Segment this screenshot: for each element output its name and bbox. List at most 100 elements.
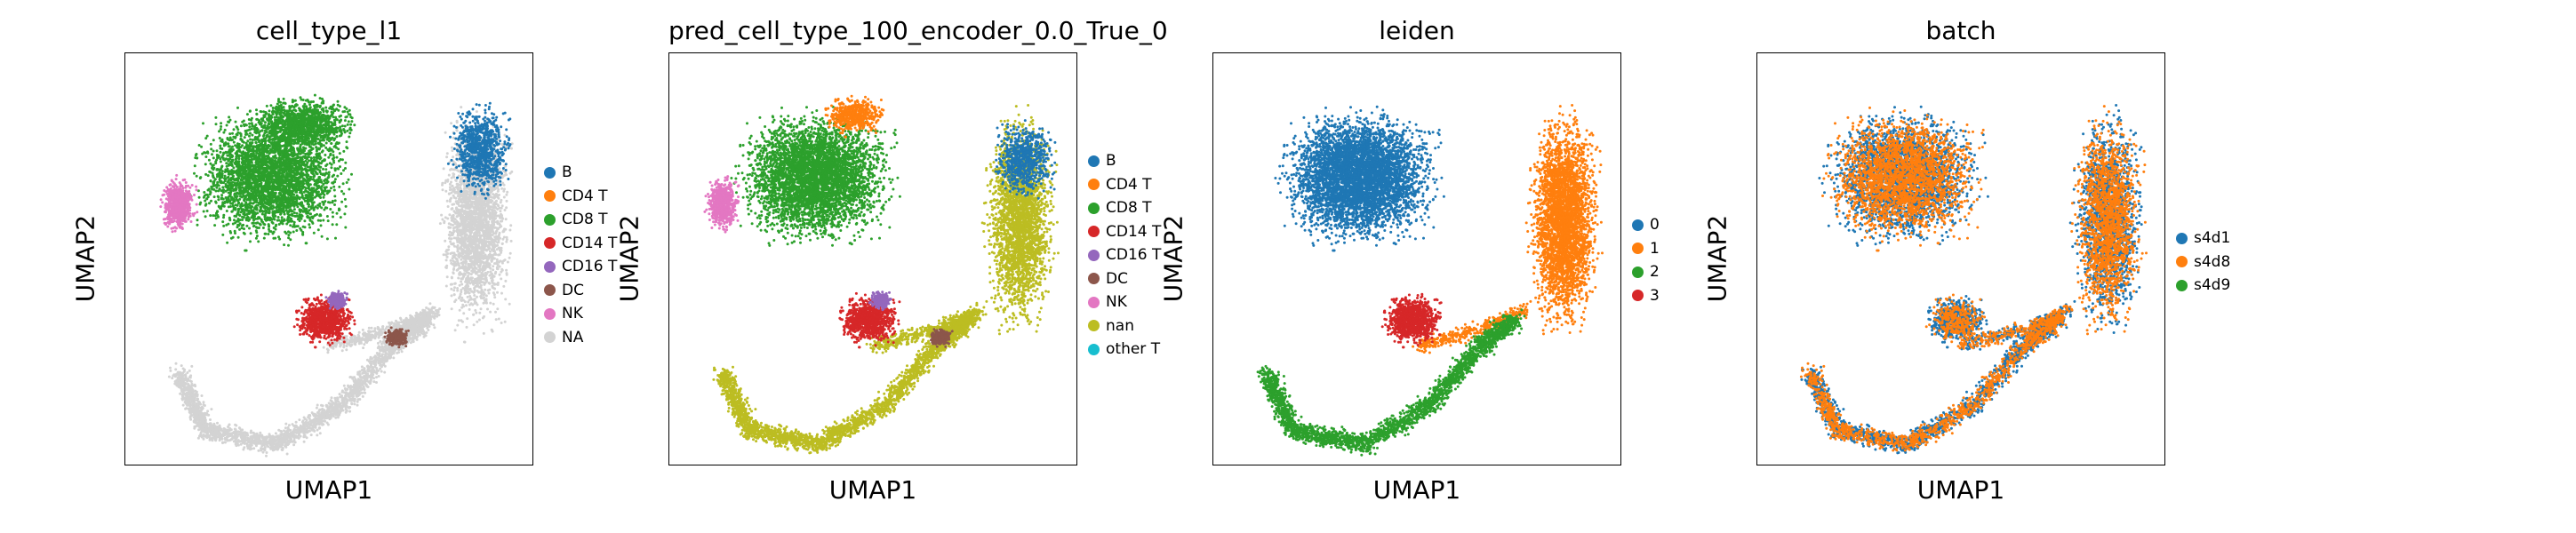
cell-point [333, 131, 337, 134]
cell-point [277, 191, 281, 195]
cell-point [286, 211, 290, 215]
cell-point [241, 175, 244, 179]
cell-point [217, 184, 220, 187]
cell-point [239, 132, 243, 136]
cell-point [271, 211, 275, 214]
cell-point [238, 189, 242, 193]
cell-point [233, 219, 236, 222]
cell-point [324, 186, 328, 189]
cell-point [312, 127, 316, 131]
cell-point [315, 124, 318, 128]
cell-point [293, 99, 297, 102]
cell-point [316, 178, 319, 181]
cell-point [307, 200, 310, 203]
cell-point [315, 103, 318, 107]
cell-point [314, 142, 317, 146]
cell-point [161, 201, 164, 204]
cell-point [257, 227, 260, 229]
cell-point [239, 124, 243, 128]
cell-point [303, 226, 307, 229]
cell-point [274, 214, 277, 218]
cell-point [268, 195, 271, 198]
cell-point [298, 213, 301, 217]
cell-point [299, 135, 302, 139]
cell-point [204, 172, 208, 176]
cell-point [329, 208, 332, 211]
cell-point [319, 126, 323, 130]
cell-point [244, 203, 247, 207]
cell-point [327, 201, 330, 204]
cell-point [303, 178, 307, 181]
cell-point [275, 173, 278, 177]
cell-point [226, 167, 229, 171]
cell-point [339, 216, 342, 219]
cell-point [214, 217, 218, 220]
cell-point [335, 135, 339, 138]
cell-point [231, 176, 235, 179]
cell-point [294, 109, 298, 113]
cell-point [221, 191, 225, 194]
cell-point [278, 108, 282, 112]
cell-point [252, 163, 256, 167]
cell-point [245, 113, 249, 116]
cell-point [197, 195, 201, 199]
cell-point [230, 198, 234, 202]
cell-point [304, 159, 308, 163]
cell-point [334, 128, 338, 131]
cell-point [350, 120, 354, 123]
cell-point [294, 182, 298, 186]
cell-point [236, 171, 239, 175]
cell-point [303, 115, 307, 119]
cell-point [271, 113, 275, 115]
cell-point [276, 120, 280, 123]
cell-point [268, 180, 272, 184]
cell-point [294, 179, 298, 183]
cell-point [228, 145, 231, 148]
cell-point [316, 132, 319, 136]
cell-point [282, 210, 285, 212]
cell-point [280, 188, 284, 192]
cell-point [255, 150, 259, 154]
cell-point [226, 241, 229, 244]
cell-point [275, 113, 278, 116]
cell-point [267, 155, 270, 158]
cell-point [287, 243, 290, 247]
cell-point [321, 160, 324, 163]
cell-point [262, 186, 266, 189]
cell-point [282, 123, 285, 127]
cell-point [236, 235, 240, 239]
cell-point [266, 117, 268, 121]
cell-point [317, 142, 321, 146]
cell-point [283, 109, 286, 113]
cell-point [295, 103, 299, 107]
cell-point [336, 167, 340, 171]
cell-point [159, 198, 163, 202]
cell-point [315, 190, 318, 194]
cell-point [322, 110, 325, 114]
cell-point [303, 173, 307, 177]
cell-point [245, 129, 249, 132]
cell-point [197, 144, 201, 147]
cell-point [261, 148, 265, 152]
cell-point [238, 227, 241, 231]
cell-point [254, 194, 258, 197]
cell-point [234, 221, 237, 225]
cell-point [315, 166, 318, 170]
cell-point [252, 127, 256, 131]
cell-point [303, 113, 306, 116]
cell-point [316, 110, 320, 114]
cell-point [330, 166, 333, 170]
cell-point [261, 152, 264, 155]
cell-point [312, 109, 316, 113]
cell-point [229, 147, 233, 151]
cell-point [322, 99, 325, 103]
cell-point [236, 160, 238, 163]
cell-point [234, 136, 237, 139]
cell-point [311, 134, 315, 138]
cell-point [325, 171, 329, 175]
cell-point [243, 123, 245, 126]
cell-point [276, 177, 279, 180]
cell-point [224, 185, 228, 188]
cell-point [227, 154, 230, 157]
cell-point [275, 161, 278, 164]
